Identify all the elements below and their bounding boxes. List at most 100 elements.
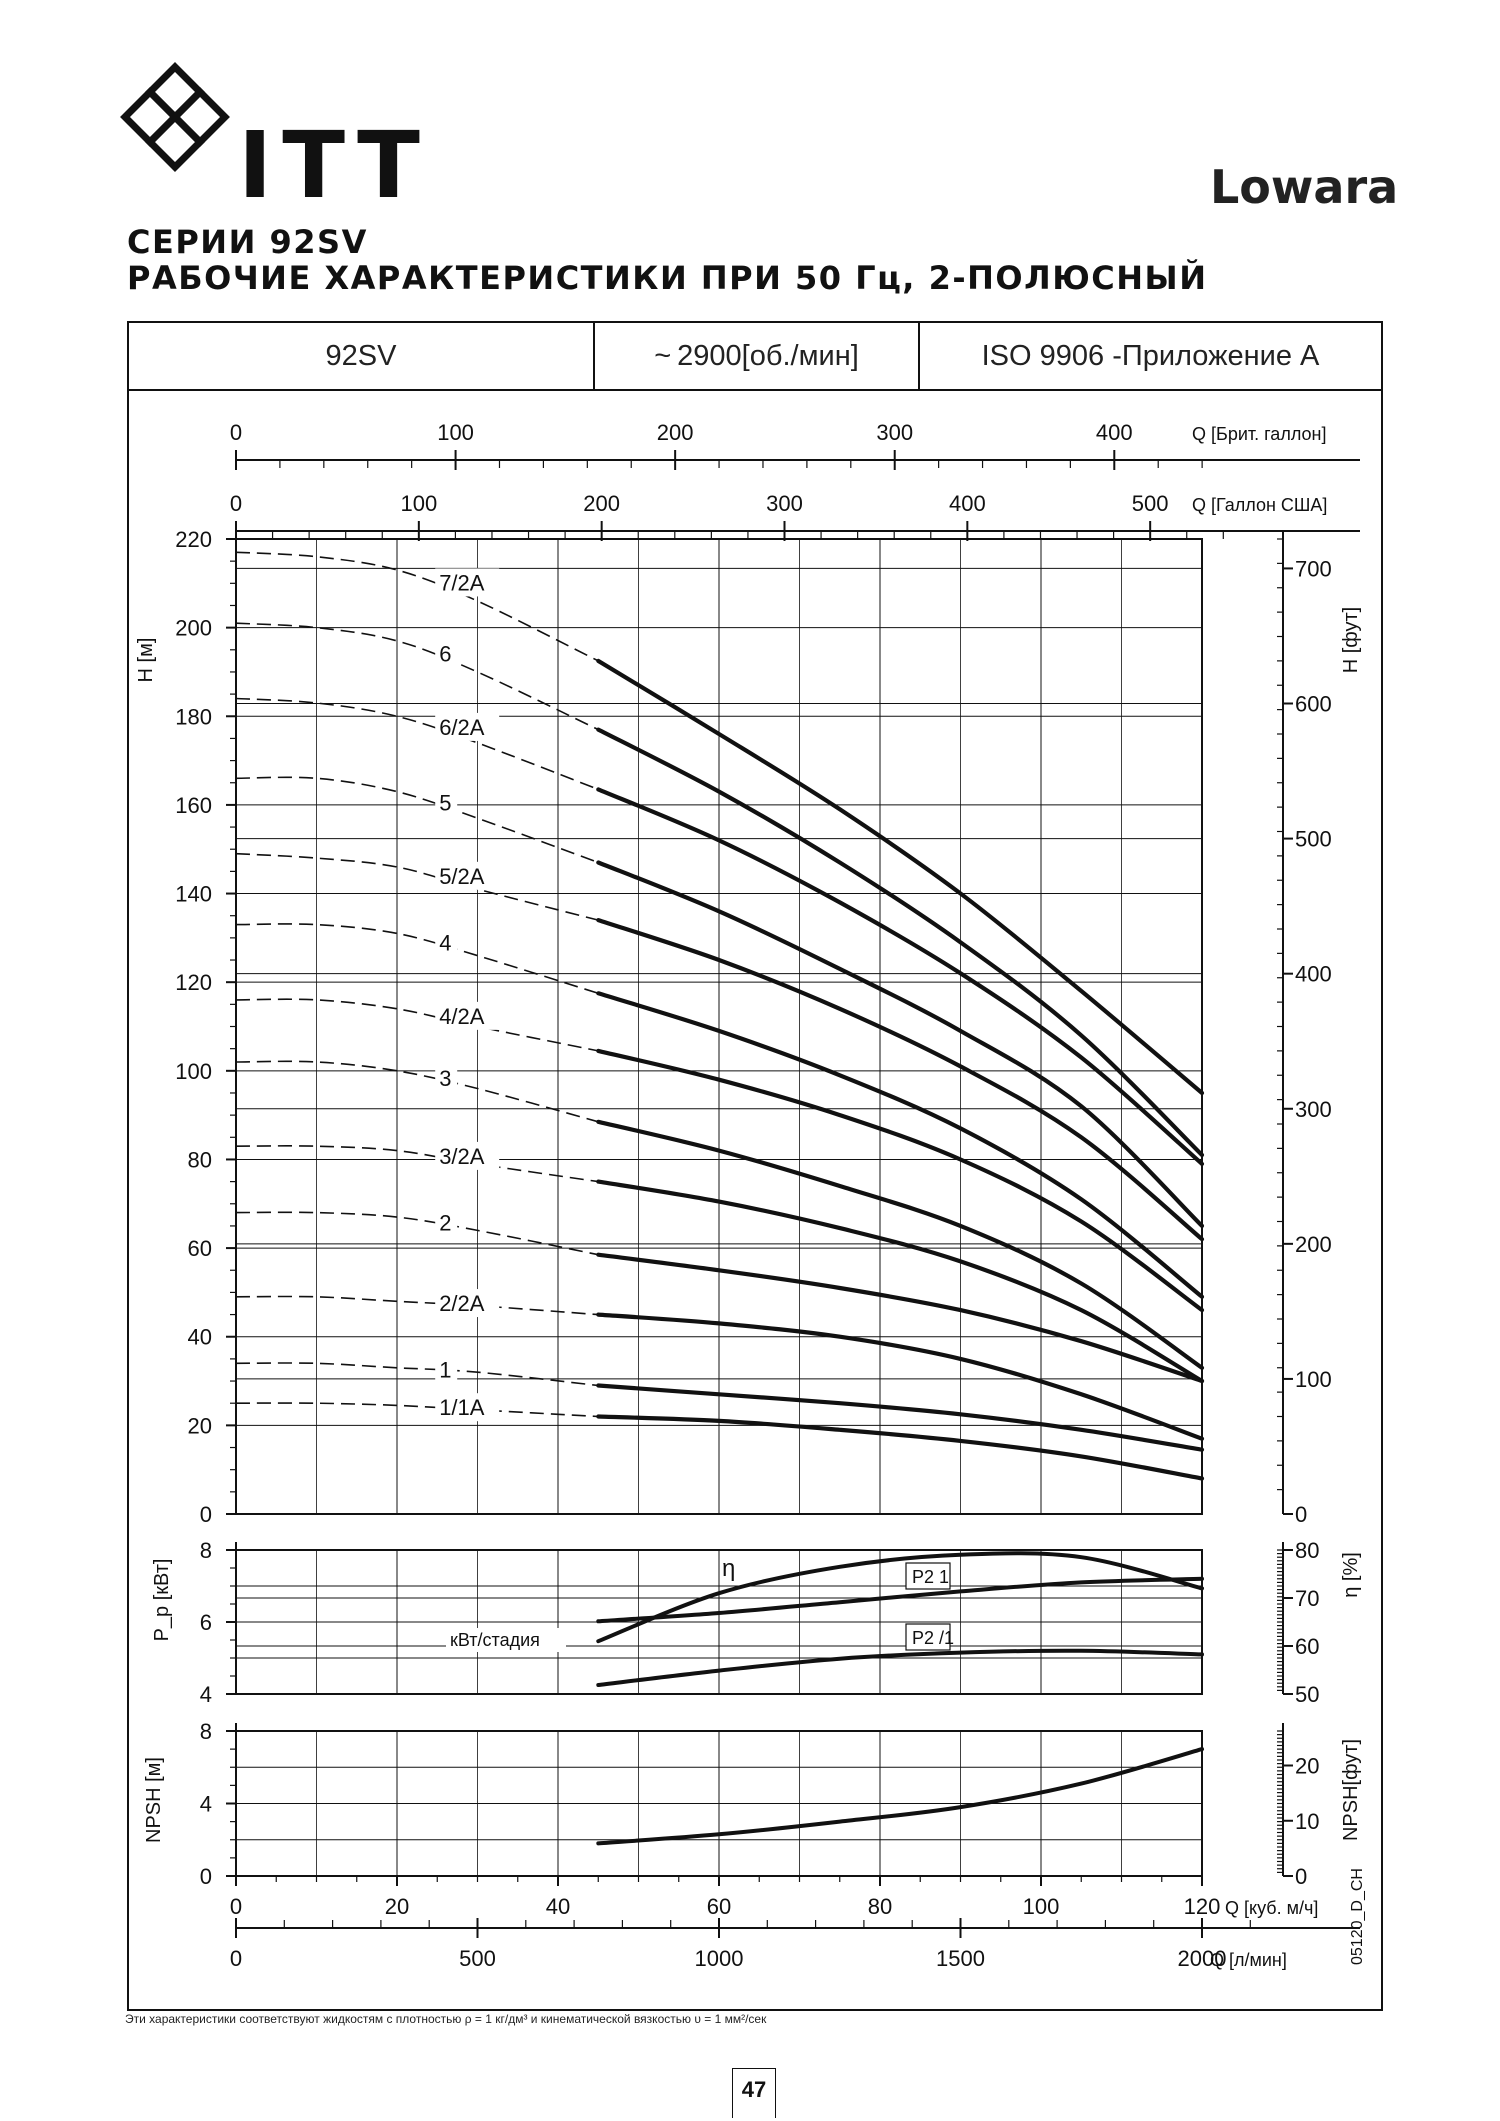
head-curve-6 [596, 727, 1205, 1158]
power-right-tick-label: 60 [1295, 1634, 1319, 1659]
speed-cell: ~ 2900 [об./мин] [595, 323, 920, 389]
curve-label-bg [435, 1001, 500, 1030]
bottom-m3h-tick-label: 40 [546, 1894, 570, 1919]
curve-label-bg [435, 928, 458, 957]
curve-label-2: 2 [439, 1210, 451, 1235]
curve-label-bg [435, 1393, 500, 1422]
top-brit-label: Q [Брит. галлон] [1192, 424, 1326, 444]
npsh-right-tick-label: 20 [1295, 1754, 1319, 1779]
bottom-lmin-tick-label: 1500 [936, 1946, 985, 1971]
npsh-y2label: NPSH[фут] [1340, 1739, 1362, 1841]
head-curve-dashed-2 [235, 1211, 599, 1256]
top-brit-tick-label: 0 [230, 420, 242, 445]
head-curve-5-2A [596, 918, 1205, 1242]
head-right-tick-label: 200 [1295, 1232, 1332, 1257]
head-left-tick-label: 180 [175, 704, 212, 729]
head-right-tick-label: 600 [1295, 692, 1332, 717]
curve-label-bg [435, 788, 458, 817]
power-curve-P2--1 [596, 1648, 1204, 1687]
head-right-tick-label: 0 [1295, 1502, 1307, 1527]
power-ylabel: P_p [кВт] [151, 1559, 173, 1642]
head-ylabel: H [м] [135, 638, 157, 683]
bottom-m3h-tick-label: 60 [707, 1894, 731, 1919]
kw-stage-label-bg [446, 1628, 566, 1652]
curve-label-4: 4 [439, 930, 451, 955]
bottom-m3h-tick-label: 80 [868, 1894, 892, 1919]
bottom-m3h-label: Q [куб. м/ч] [1225, 1898, 1318, 1918]
head-curve-7-2A [596, 658, 1205, 1096]
curve-label-6: 6 [439, 641, 451, 666]
curve-label-1: 1 [439, 1358, 451, 1383]
itt-logo-icon [120, 62, 230, 172]
speed-unit: [об./мин] [741, 339, 859, 372]
top-brit-tick-label: 100 [437, 420, 474, 445]
power-curve-η [596, 1551, 1204, 1644]
head-left-tick-label: 0 [200, 1502, 212, 1527]
head-curve-dashed-2-2A [235, 1295, 599, 1316]
speed-prefix: ~ [654, 339, 672, 372]
head-curve-dashed-1-1A [235, 1402, 599, 1418]
head-left-tick-label: 20 [188, 1413, 212, 1438]
head-curve-dashed-1 [235, 1362, 599, 1387]
curve-label-bg [435, 1355, 458, 1384]
power-left-tick-label: 4 [200, 1682, 212, 1707]
standard-cell: ISO 9906 -Приложение A [981, 339, 1320, 372]
head-curve-dashed-5 [235, 776, 599, 864]
top-us-tick-label: 300 [766, 491, 803, 516]
head-curve-4-2A [596, 1048, 1205, 1313]
head-curve-dashed-4 [235, 923, 599, 995]
head-curve-5 [596, 860, 1205, 1228]
head-curve-2-2A [596, 1312, 1205, 1441]
power-curve-P2-1 [596, 1576, 1204, 1624]
head-curve-dashed-4-2A [235, 998, 599, 1052]
head-curve-dashed-6 [235, 622, 599, 731]
series-cell: 92SV [129, 323, 595, 389]
power-y2label: η [%] [1340, 1552, 1362, 1598]
npsh-right-tick-label: 0 [1295, 1864, 1307, 1889]
curve-label-3: 3 [439, 1066, 451, 1091]
curve-label-5: 5 [439, 790, 451, 815]
npsh-left-tick-label: 8 [200, 1719, 212, 1744]
curve-label-bg [435, 568, 500, 597]
chart-frame [127, 391, 1383, 2011]
head-curve-dashed-3-2A [235, 1145, 599, 1183]
curve-label-4-2A: 4/2A [439, 1004, 485, 1029]
head-curve-4 [596, 991, 1205, 1299]
brand-name: Lowara [1210, 160, 1399, 214]
footnote: Эти характеристики соответствуют жидкост… [125, 2012, 767, 2026]
head-curve-dashed-7-2A [235, 551, 599, 662]
top-brit-tick-label: 200 [657, 420, 694, 445]
bottom-lmin-tick-label: 1000 [695, 1946, 744, 1971]
npsh-right-tick-label: 10 [1295, 1809, 1319, 1834]
head-left-tick-label: 100 [175, 1059, 212, 1084]
top-brit-tick-label: 300 [876, 420, 913, 445]
head-curve-1-1A [596, 1414, 1205, 1481]
head-left-tick-label: 60 [188, 1236, 212, 1261]
page-number: 47 [732, 2068, 776, 2118]
head-curve-dashed-6-2A [235, 697, 599, 791]
head-left-tick-label: 160 [175, 793, 212, 818]
curve-label-2-2A: 2/2A [439, 1291, 485, 1316]
curve-label-bg [435, 1289, 500, 1318]
bottom-m3h-tick-label: 120 [1184, 1894, 1221, 1919]
head-y2label: H [фут] [1340, 607, 1362, 674]
head-right-tick-label: 500 [1295, 827, 1332, 852]
npsh-left-tick-label: 0 [200, 1864, 212, 1889]
head-curve-dashed-3 [235, 1060, 599, 1123]
npsh-curve [596, 1747, 1204, 1846]
curve-label-6-2A: 6/2A [439, 715, 485, 740]
top-brit-tick-label: 400 [1096, 420, 1133, 445]
power-right-tick-label: 70 [1295, 1586, 1319, 1611]
curve-label-3-2A: 3/2A [439, 1144, 485, 1169]
head-left-tick-label: 140 [175, 882, 212, 907]
head-curve-1 [596, 1383, 1205, 1452]
eta-label: η [722, 1555, 735, 1582]
npsh-ylabel: NPSH [м] [143, 1757, 165, 1843]
page-title: РАБОЧИЕ ХАРАКТЕРИСТИКИ ПРИ 50 Гц, 2-ПОЛЮ… [127, 259, 1208, 297]
head-left-tick-label: 120 [175, 970, 212, 995]
head-left-tick-label: 200 [175, 616, 212, 641]
logo-text: ITT [238, 112, 430, 219]
top-us-tick-label: 0 [230, 491, 242, 516]
curve-label-5-2A: 5/2A [439, 864, 485, 889]
